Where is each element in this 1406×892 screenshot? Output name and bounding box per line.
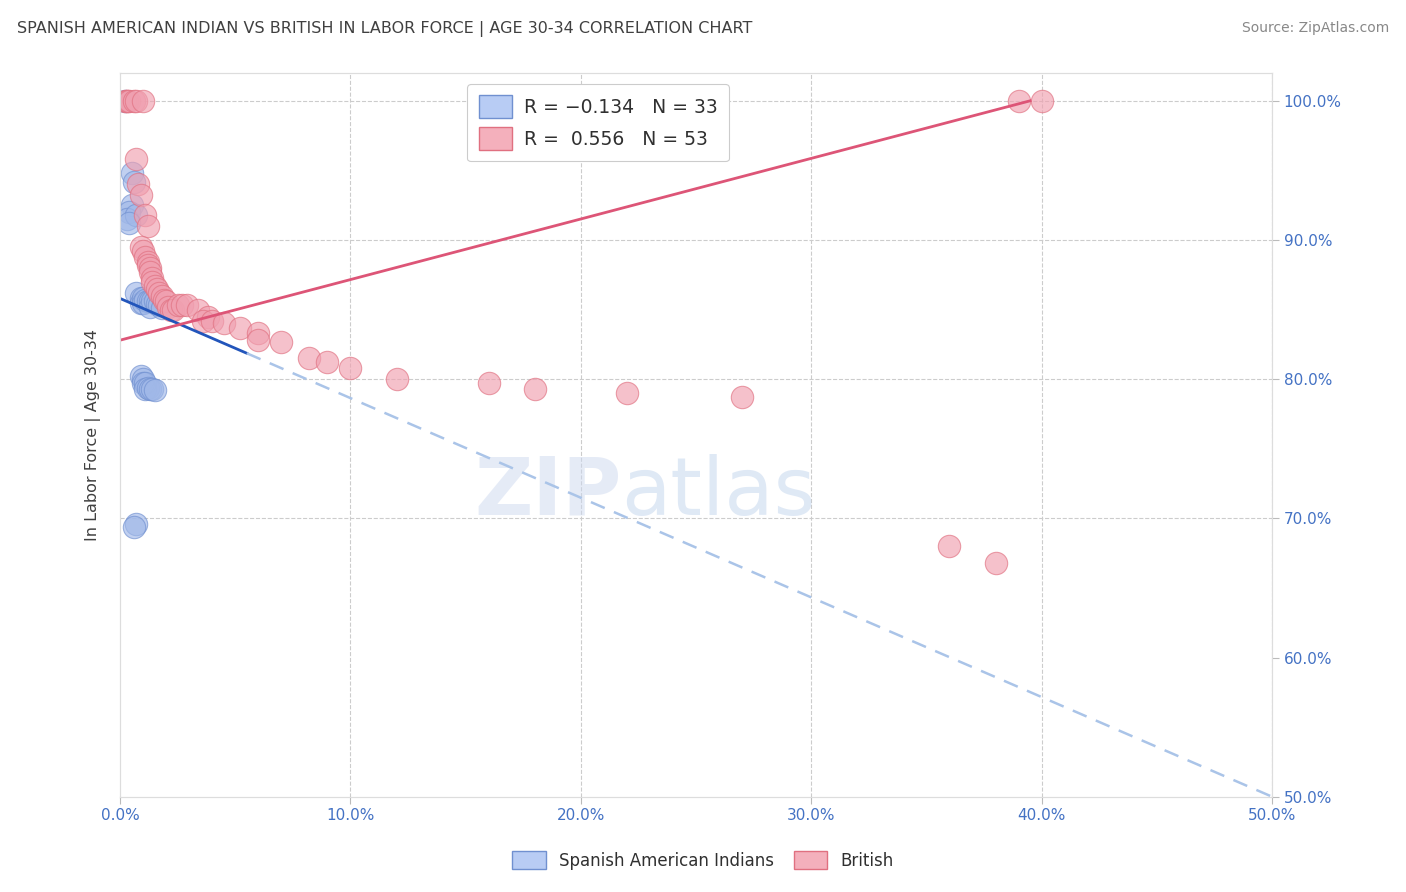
Y-axis label: In Labor Force | Age 30-34: In Labor Force | Age 30-34: [86, 329, 101, 541]
Point: [141, 270, 163, 285]
Point: [141, 294, 163, 309]
Point: [125, 208, 148, 222]
Point: [134, 376, 156, 391]
Point: [143, 279, 166, 293]
Point: [148, 298, 170, 312]
Point: [1031, 94, 1053, 108]
Point: [139, 300, 162, 314]
Point: [155, 294, 177, 309]
Point: [162, 302, 184, 317]
Point: [616, 386, 638, 401]
Point: [122, 94, 145, 108]
Point: [270, 334, 292, 349]
Point: [339, 361, 361, 376]
Point: [316, 355, 339, 369]
Point: [121, 166, 143, 180]
Point: [298, 351, 321, 366]
Point: [146, 282, 169, 296]
Point: [114, 94, 136, 108]
Point: [136, 380, 159, 394]
Point: [139, 294, 162, 309]
Point: [132, 292, 155, 306]
Point: [122, 175, 145, 189]
Point: [148, 285, 170, 300]
Legend: Spanish American Indians, British: Spanish American Indians, British: [506, 845, 900, 877]
Point: [125, 94, 148, 108]
Point: [118, 94, 141, 108]
Point: [129, 295, 152, 310]
Point: [134, 208, 156, 222]
Point: [478, 376, 501, 391]
Point: [122, 519, 145, 533]
Point: [146, 297, 169, 311]
Point: [132, 376, 155, 391]
Point: [157, 300, 180, 314]
Point: [187, 302, 209, 317]
Text: atlas: atlas: [621, 454, 815, 532]
Legend: R = −0.134   N = 33, R =  0.556   N = 53: R = −0.134 N = 33, R = 0.556 N = 53: [467, 84, 728, 161]
Text: Source: ZipAtlas.com: Source: ZipAtlas.com: [1241, 21, 1389, 35]
Point: [129, 292, 152, 306]
Point: [115, 94, 138, 108]
Point: [118, 205, 141, 219]
Point: [136, 258, 159, 272]
Point: [201, 314, 224, 328]
Point: [247, 326, 270, 341]
Point: [139, 265, 162, 279]
Point: [127, 178, 149, 192]
Text: SPANISH AMERICAN INDIAN VS BRITISH IN LABOR FORCE | AGE 30-34 CORRELATION CHART: SPANISH AMERICAN INDIAN VS BRITISH IN LA…: [17, 21, 752, 37]
Point: [141, 382, 163, 396]
Point: [984, 556, 1007, 570]
Point: [197, 310, 219, 324]
Point: [385, 372, 408, 386]
Point: [136, 294, 159, 309]
Point: [125, 516, 148, 531]
Point: [212, 317, 235, 331]
Point: [136, 255, 159, 269]
Point: [118, 216, 141, 230]
Point: [139, 382, 162, 396]
Point: [132, 372, 155, 386]
Point: [166, 298, 188, 312]
Point: [115, 212, 138, 227]
Point: [129, 240, 152, 254]
Point: [141, 275, 163, 289]
Point: [134, 293, 156, 307]
Point: [143, 384, 166, 398]
Point: [150, 301, 173, 315]
Point: [132, 244, 155, 259]
Point: [114, 94, 136, 108]
Point: [134, 382, 156, 396]
Point: [132, 94, 155, 108]
Point: [136, 219, 159, 233]
Point: [153, 293, 176, 307]
Point: [121, 198, 143, 212]
Point: [159, 302, 181, 317]
Point: [1007, 94, 1029, 108]
Point: [134, 250, 156, 264]
Point: [229, 320, 252, 334]
Point: [125, 153, 148, 167]
Point: [191, 314, 214, 328]
Point: [115, 94, 138, 108]
Point: [938, 539, 960, 553]
Text: ZIP: ZIP: [474, 454, 621, 532]
Point: [150, 288, 173, 302]
Point: [523, 382, 546, 396]
Point: [129, 369, 152, 384]
Point: [132, 295, 155, 310]
Point: [129, 188, 152, 202]
Point: [247, 333, 270, 347]
Point: [172, 298, 194, 312]
Point: [125, 285, 148, 300]
Point: [139, 260, 162, 275]
Point: [143, 294, 166, 309]
Point: [731, 390, 754, 404]
Point: [176, 298, 198, 312]
